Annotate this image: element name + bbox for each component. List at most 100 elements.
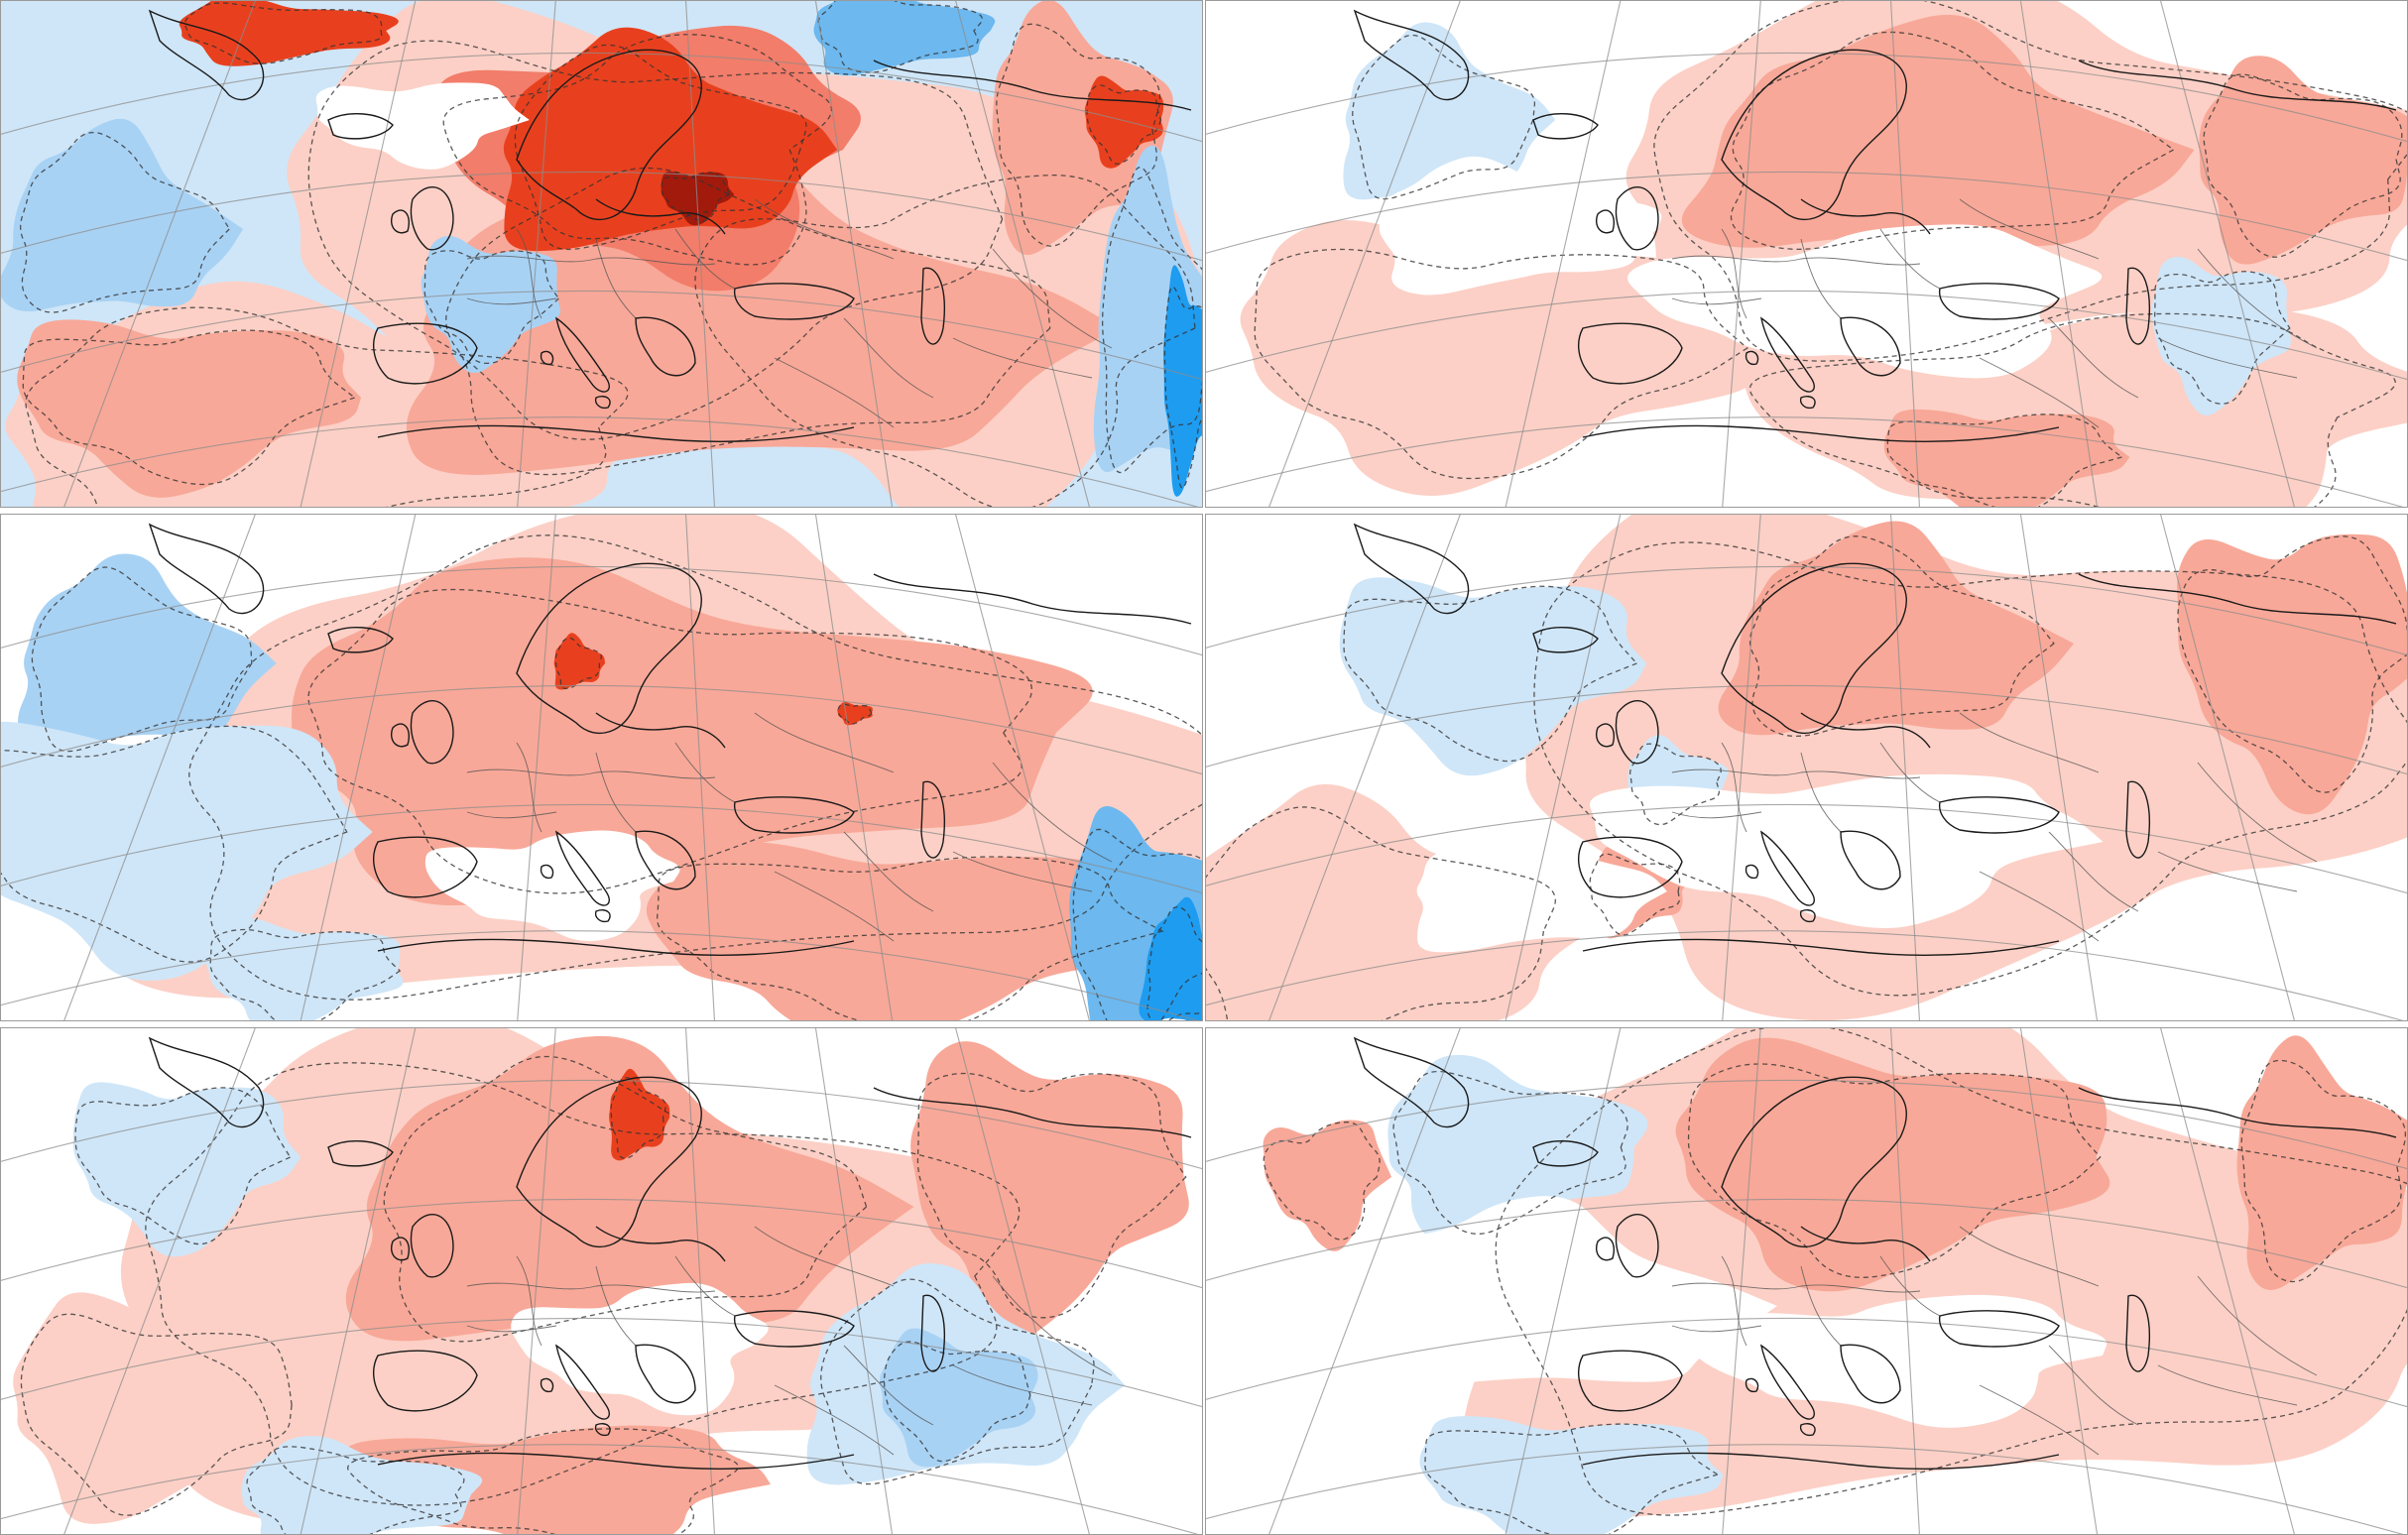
border-line [466,1325,557,1333]
anomaly-contour [20,1313,293,1516]
border-line [2197,1275,2318,1376]
anomaly-contour [1101,167,1202,474]
border-line [674,228,736,290]
graticule-line [63,1,256,507]
border-line [1879,228,1941,290]
coastline [1745,1377,1759,1393]
border-line [466,255,716,266]
coastline [391,209,410,234]
anomaly-contour [2240,1059,2406,1283]
anomaly-contour [347,1428,739,1534]
country-borders [466,198,1113,428]
anomaly-region [1379,156,1662,295]
border-line [516,228,542,319]
border-line [516,1255,542,1347]
border-line [1671,297,1762,305]
border-line [1671,1325,1762,1333]
graticule-line [300,1,417,507]
graticule-line [1206,1317,2407,1408]
anomaly-map [1,515,1202,1020]
coastline [1938,283,2060,320]
graticule-line [1,1198,1202,1289]
anomaly-contour [916,1072,1187,1319]
anomaly-region [345,1035,914,1342]
coastlines [148,9,1192,442]
coastline [540,350,554,366]
anomaly-contour [22,329,356,486]
coastline [733,283,855,320]
coastline [148,9,265,101]
graticule-line [1268,1,1461,507]
graticule-line [1,684,1202,775]
graticule [1,1028,1202,1534]
anomaly-contour [183,2,383,64]
border-line [2157,1364,2298,1406]
border-line [774,871,895,942]
anomaly-contour [610,1077,666,1159]
border-line [1721,228,1747,319]
coastline [327,626,394,653]
anomaly-region [511,1282,769,1416]
anomaly-region [1240,220,1756,497]
coastline [1532,626,1599,653]
anomaly-contour [883,1341,1031,1463]
anomaly-contour [1163,286,1202,489]
graticule-line [1206,1444,2404,1534]
graticule-line [1206,416,2404,507]
border-line [843,831,934,912]
graticule-line [1,1444,1199,1534]
anomaly-contour [2177,535,2407,793]
coastline [1615,1214,1659,1278]
coastline [2125,1294,2150,1372]
coastline [1799,1423,1816,1437]
anomaly-region [1416,818,1667,953]
anomaly-region [1883,409,2130,507]
coastline [327,1139,394,1167]
anomaly-region [1163,265,1202,497]
anomaly-region [2236,1035,2407,1290]
anomaly-region [553,633,606,690]
coastline [1800,712,1931,749]
anomaly-region [1139,896,1202,1020]
anomaly-region [609,1068,670,1161]
graticule-line [517,1028,556,1534]
border-line [595,752,637,833]
graticule-line [1722,1028,1761,1534]
border-line [1959,712,2100,773]
coastline [1745,350,1759,366]
anomaly-region [1675,1037,2110,1292]
coastline [1582,938,2060,956]
border-line [2157,851,2298,892]
coastline [1596,723,1615,748]
coastline [1759,830,1815,906]
coastline [873,59,1192,111]
anomaly-region [204,917,404,1020]
anomaly-contour [837,703,873,725]
border-line [2048,317,2139,399]
graticule-line [814,515,894,1020]
map-panel [1205,0,2408,508]
coastlines [148,1036,1192,1470]
coastline [920,1294,945,1372]
graticule-line [2019,515,2099,1020]
coastline [1721,562,1907,734]
graticule-line [1206,1079,2407,1170]
border-line [466,768,716,779]
coastline [1615,700,1659,765]
coastline [148,1036,265,1128]
border-line [674,1255,736,1317]
anomaly-contour [996,23,1161,247]
coastline [635,1344,696,1404]
border-line [992,762,1113,863]
anomaly-region [646,841,1166,1020]
coastline [1353,9,1470,101]
graticule-line [1206,565,2407,656]
border-line [1800,752,1842,833]
border-line [466,811,557,819]
anomaly-region [813,1,996,76]
graticule-line [1,803,1202,894]
border-line [1721,742,1747,833]
coastline [1938,796,2060,834]
graticule-line [1890,1,1920,507]
anomaly-region [910,1041,1189,1339]
